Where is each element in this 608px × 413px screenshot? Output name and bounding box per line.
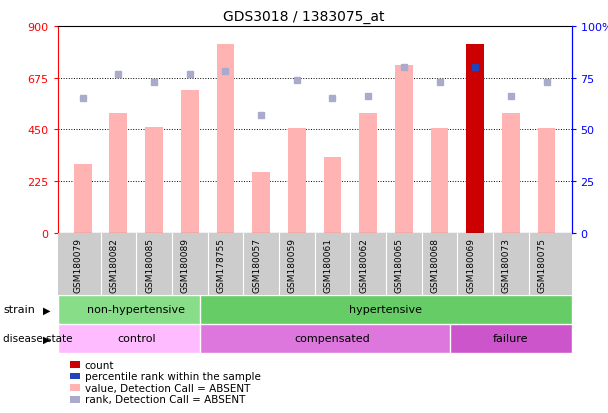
Bar [395,66,413,233]
Text: disease state: disease state [3,334,72,344]
Text: GSM180062: GSM180062 [359,238,368,292]
Bar [201,324,465,353]
Text: GSM180079: GSM180079 [74,238,83,292]
Bar [502,114,520,233]
Text: GSM180059: GSM180059 [288,238,297,292]
Text: hypertensive: hypertensive [350,305,423,315]
Text: GDS3018 / 1383075_at: GDS3018 / 1383075_at [223,10,385,24]
Text: GSM180069: GSM180069 [466,238,475,292]
Text: strain: strain [3,305,35,315]
Bar [58,295,215,324]
Text: value, Detection Call = ABSENT: value, Detection Call = ABSENT [85,383,250,393]
Text: GSM180065: GSM180065 [395,238,404,292]
Text: rank, Detection Call = ABSENT: rank, Detection Call = ABSENT [85,394,245,404]
Text: failure: failure [493,334,528,344]
Text: control: control [117,334,156,344]
Text: compensated: compensated [295,334,370,344]
Text: GSM180085: GSM180085 [145,238,154,292]
Text: non-hypertensive: non-hypertensive [88,305,185,315]
Text: count: count [85,360,114,370]
Text: percentile rank within the sample: percentile rank within the sample [85,371,260,381]
Text: GSM178755: GSM178755 [216,238,226,292]
Bar [466,45,484,233]
Bar [145,128,163,233]
Text: GSM180075: GSM180075 [537,238,547,292]
Bar [58,324,215,353]
Text: GSM180057: GSM180057 [252,238,261,292]
Text: ▶: ▶ [43,334,50,344]
Text: GSM180082: GSM180082 [109,238,119,292]
Bar [181,91,199,233]
Text: GSM180068: GSM180068 [430,238,440,292]
Text: GSM180089: GSM180089 [181,238,190,292]
Bar [252,173,270,233]
Bar [288,129,306,233]
Text: ▶: ▶ [43,305,50,315]
Bar [430,129,449,233]
Bar [216,45,234,233]
Bar [359,114,377,233]
Bar [537,129,556,233]
Bar [323,158,342,233]
Bar [201,295,572,324]
Bar [109,114,127,233]
Text: GSM180073: GSM180073 [502,238,511,292]
Bar [450,324,572,353]
Text: GSM180061: GSM180061 [323,238,333,292]
Bar [74,164,92,233]
